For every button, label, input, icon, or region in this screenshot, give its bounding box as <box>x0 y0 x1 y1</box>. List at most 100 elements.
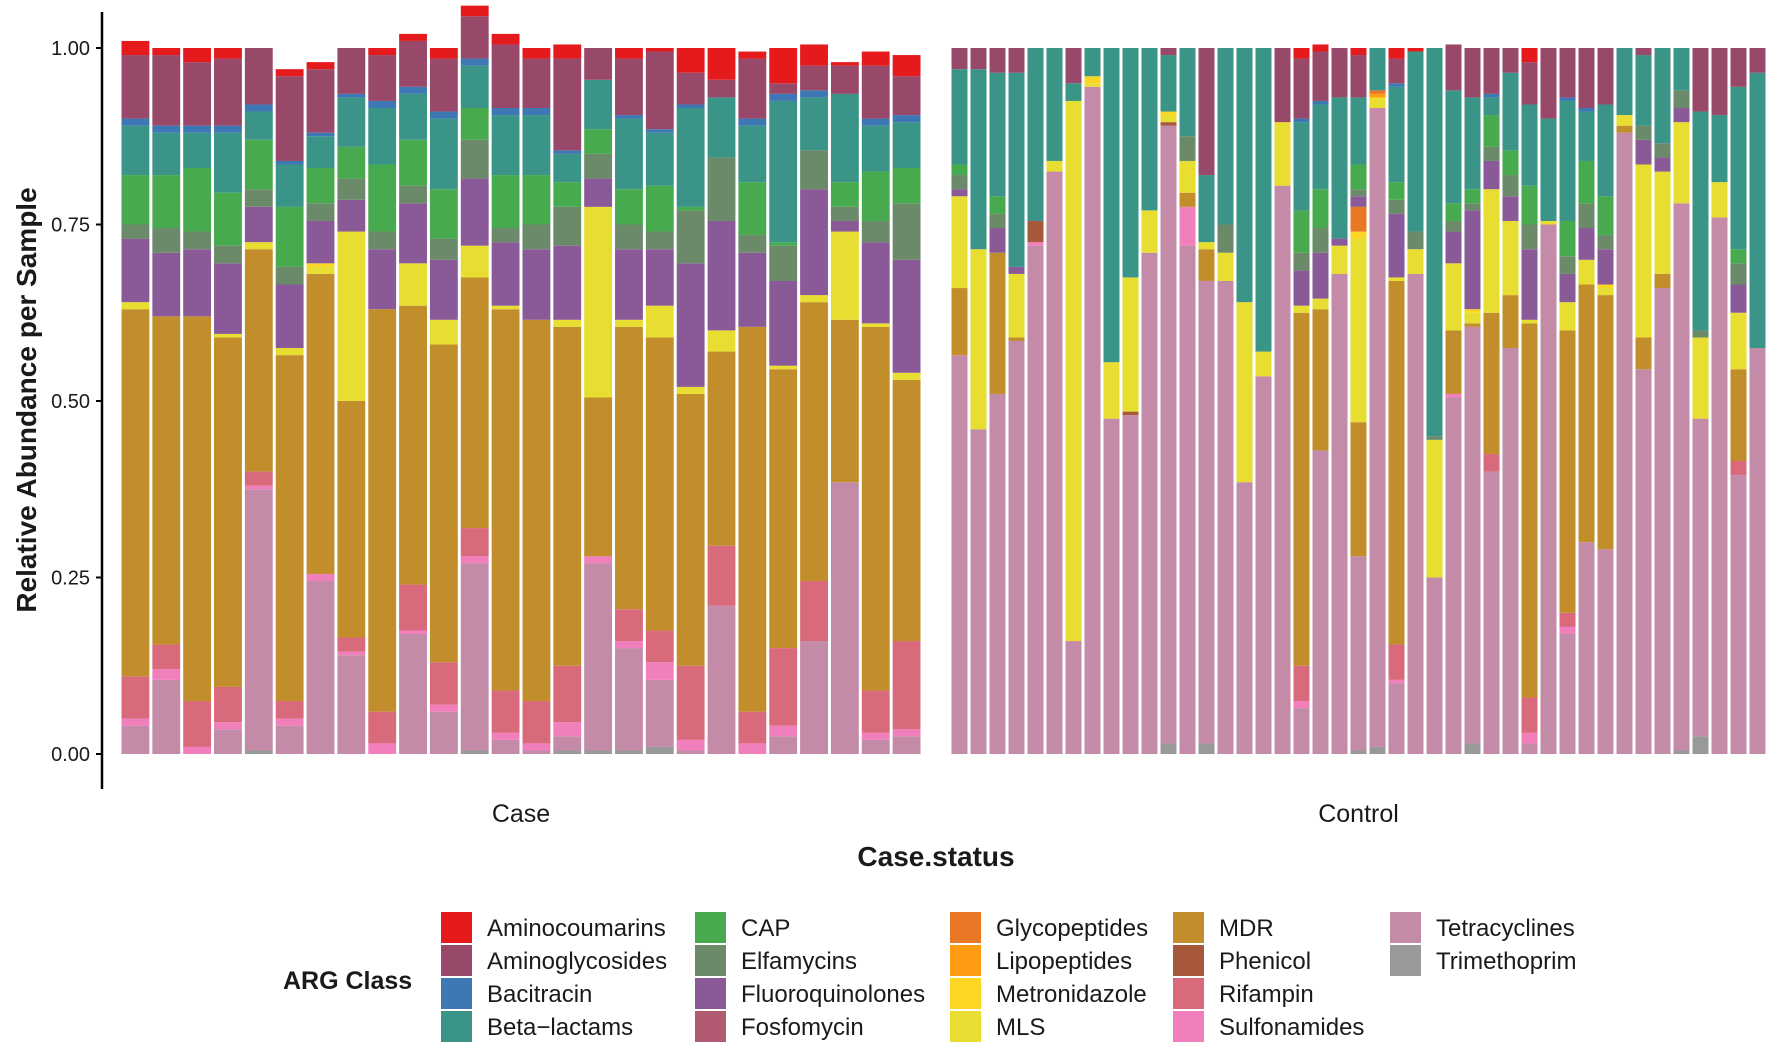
bar-segment-aminoglycosides <box>584 48 613 80</box>
bar-case-10 <box>399 33 427 754</box>
bar-segment-bacitracin <box>1388 83 1405 87</box>
bar-segment-mls <box>429 319 458 345</box>
bar-segment-elfamycins <box>892 203 921 260</box>
bar-segment-beta-lactams <box>738 125 767 183</box>
bar-segment-elfamycins <box>1673 90 1690 109</box>
bar-segment-cap <box>830 182 859 207</box>
bar-segment-mls <box>1160 115 1177 123</box>
bar-case-26 <box>892 55 921 754</box>
bar-control-43 <box>1749 48 1766 754</box>
bar-segment-tetracyclines <box>1065 641 1082 754</box>
bar-segment-cap <box>989 196 1006 214</box>
bar-case-2 <box>152 48 181 754</box>
bar-segment-lipopeptides <box>1369 93 1386 98</box>
bar-segment-tetracyclines <box>1388 683 1405 754</box>
panel-control <box>951 44 1766 755</box>
bar-segment-beta-lactams <box>337 97 366 147</box>
bar-segment-tetracyclines <box>275 725 304 754</box>
bar-segment-tetracyclines <box>1179 245 1196 754</box>
bar-segment-sulfonamides <box>368 743 397 754</box>
bar-segment-beta-lactams <box>1312 104 1329 190</box>
bar-segment-beta-lactams <box>214 132 242 193</box>
bar-segment-mls <box>1179 160 1196 193</box>
legend-item-aminocoumarins: Aminocoumarins <box>441 912 666 943</box>
bar-segment-bacitracin <box>214 125 242 133</box>
bar-segment-tetracyclines <box>1236 482 1253 754</box>
bar-segment-elfamycins <box>1521 224 1538 250</box>
panel-labels: Case Control <box>492 800 1399 828</box>
bar-segment-aminoglycosides <box>214 58 242 126</box>
bar-segment-mdr <box>769 369 798 649</box>
bar-segment-fluoroquinolones <box>615 249 643 320</box>
legend-item-elfamycins: Elfamycins <box>695 945 857 976</box>
bar-segment-elfamycins <box>584 153 613 179</box>
legend-swatch <box>441 978 472 1009</box>
bar-segment-mdr <box>1502 295 1519 349</box>
bar-segment-beta-lactams <box>989 72 1006 197</box>
bar-segment-aminocoumarins <box>183 48 212 63</box>
bar-segment-beta-lactams <box>892 122 921 169</box>
bar-segment-aminocoumarins <box>121 40 150 56</box>
bar-segment-aminoglycosides <box>615 58 643 116</box>
bar-segment-mdr <box>615 326 643 610</box>
bar-segment-sulfonamides <box>1388 679 1405 684</box>
bar-segment-tetracyclines <box>1046 171 1063 755</box>
bar-segment-aminoglycosides <box>800 65 828 91</box>
bar-segment-mls <box>1293 305 1310 313</box>
legend-swatch <box>1173 912 1204 943</box>
bar-segment-mls <box>1730 312 1747 370</box>
bar-segment-sulfonamides <box>553 722 582 737</box>
panel-label-control: Control <box>1318 800 1399 828</box>
legend-label: Beta−lactams <box>487 1014 633 1041</box>
bar-segment-sulfonamides <box>183 746 212 754</box>
bar-segment-mls <box>892 372 921 380</box>
bar-segment-fluoroquinolones <box>1008 266 1025 274</box>
legend-item-glycopeptides: Glycopeptides <box>950 912 1148 943</box>
bar-segment-bacitracin <box>892 115 921 123</box>
bar-control-7 <box>1065 48 1082 754</box>
bar-segment-beta-lactams <box>615 118 643 190</box>
bar-segment-aminoglycosides <box>1160 48 1177 56</box>
bar-segment-elfamycins <box>275 266 304 285</box>
legend-swatch <box>695 978 726 1009</box>
bar-case-8 <box>337 48 366 754</box>
bar-control-17 <box>1255 48 1272 754</box>
bar-segment-mls <box>676 386 705 394</box>
bar-segment-beta-lactams <box>1388 86 1405 183</box>
bar-case-3 <box>183 48 212 754</box>
bar-segment-beta-lactams <box>800 97 828 151</box>
bar-segment-cap <box>553 182 582 207</box>
bar-segment-fluoroquinolones <box>1521 249 1538 320</box>
legend-label: Aminoglycosides <box>487 948 667 975</box>
bar-segment-elfamycins <box>183 231 212 250</box>
bar-segment-fluoroquinolones <box>645 249 674 306</box>
bar-segment-mls <box>337 231 366 401</box>
bar-control-30 <box>1502 48 1519 754</box>
bar-segment-fluoroquinolones <box>1331 238 1348 246</box>
bar-segment-rifampin <box>368 711 397 744</box>
bar-segment-tetracyclines <box>306 581 335 754</box>
bar-segment-elfamycins <box>244 189 273 207</box>
bar-segment-mls <box>615 319 643 327</box>
bar-segment-cap <box>1445 203 1462 221</box>
bar-segment-elfamycins <box>1597 235 1614 250</box>
bar-segment-elfamycins <box>522 224 551 250</box>
bar-segment-mls <box>1217 252 1234 281</box>
bar-segment-bacitracin <box>368 100 397 109</box>
bar-segment-beta-lactams <box>645 132 674 186</box>
bar-segment-elfamycins <box>1578 203 1595 229</box>
bar-segment-mdr <box>183 316 212 702</box>
bar-segment-beta-lactams <box>1616 48 1633 116</box>
bar-segment-metronidazole <box>306 263 335 267</box>
bar-segment-cap <box>1483 115 1500 147</box>
bar-segment-mls <box>1407 249 1424 274</box>
bar-control-16 <box>1236 48 1253 754</box>
bar-segment-elfamycins <box>1350 189 1367 197</box>
bar-segment-rifampin <box>183 701 212 747</box>
legend-swatch <box>441 1011 472 1042</box>
bar-segment-aminoglycosides <box>306 69 335 133</box>
bar-segment-aminoglycosides <box>970 48 987 70</box>
bar-segment-rifampin <box>121 676 150 719</box>
bar-segment-rifampin <box>553 665 582 723</box>
